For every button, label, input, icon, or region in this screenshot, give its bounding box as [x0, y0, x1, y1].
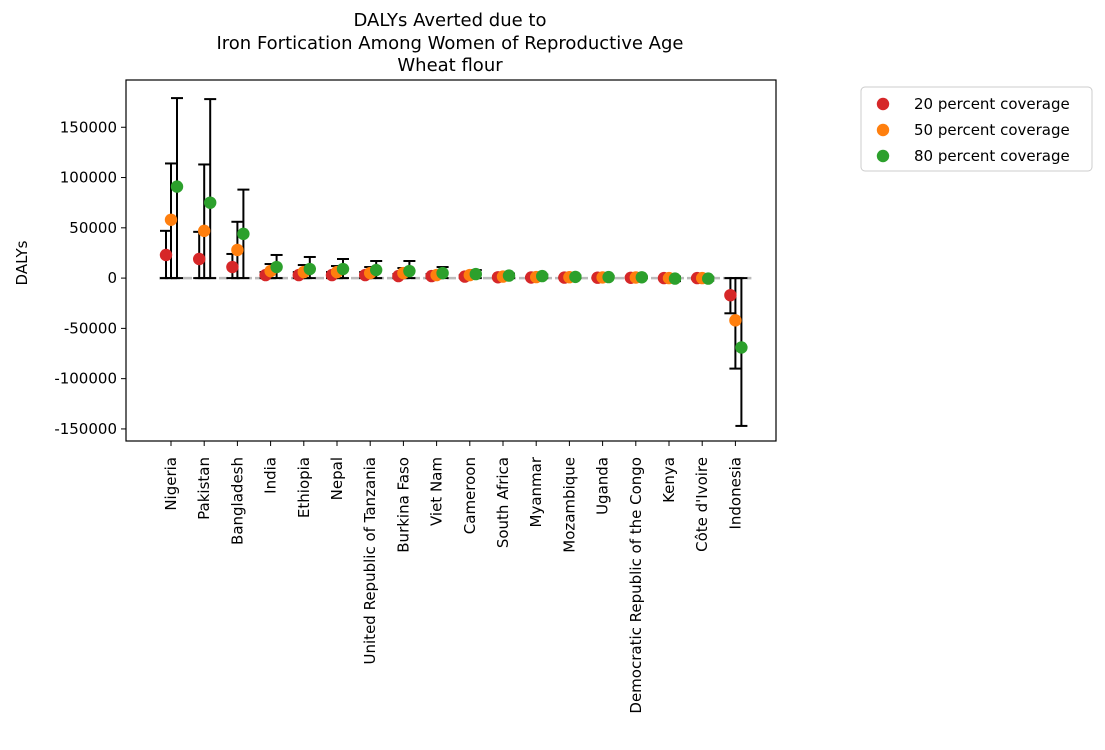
data-point [536, 269, 549, 283]
x-tick-label: Kenya [660, 457, 678, 503]
data-point [237, 227, 250, 241]
x-tick-label: Indonesia [726, 457, 744, 530]
data-point [602, 270, 615, 284]
legend-box [860, 86, 1093, 172]
data-point [226, 260, 239, 274]
x-axis-ticks: Nigeria Pakistan Bangladesh India Ethiopia Ne… [162, 441, 744, 714]
x-tick-label: Pakistan [195, 457, 213, 520]
data-point [724, 288, 737, 302]
data-point [336, 262, 350, 276]
data-point [702, 272, 715, 285]
x-tick-label: Democratic Republic of the Congo [627, 457, 645, 714]
plot-area [159, 97, 752, 427]
data-point [303, 262, 316, 276]
y-tick-label: -150000 [54, 420, 117, 438]
legend-label: 80 percent coverage [914, 147, 1070, 165]
data-point [170, 180, 184, 193]
chart-title-line-3: Wheat flour [397, 55, 503, 76]
y-tick-label: 100000 [60, 169, 117, 187]
x-tick-label: South Africa [494, 457, 512, 548]
y-tick-label: -100000 [54, 370, 117, 388]
data-point [204, 196, 217, 209]
data-point [502, 269, 516, 282]
x-tick-label: Côte d'Ivoire [693, 457, 711, 552]
legend-label: 50 percent coverage [914, 121, 1070, 139]
x-tick-label: Ethiopia [295, 457, 313, 518]
data-point [469, 267, 482, 281]
data-point [159, 248, 173, 262]
x-tick-label: Nepal [328, 457, 346, 500]
error-bar [204, 98, 217, 280]
x-tick-label: Cameroon [461, 457, 479, 534]
chart-title: DALYs Averted due to Iron Fortication Am… [216, 10, 683, 76]
data-point [231, 243, 244, 257]
y-tick-label: -50000 [64, 319, 117, 337]
y-tick-label: 0 [107, 269, 117, 287]
data-point [635, 271, 648, 284]
x-tick-label: Nigeria [162, 457, 180, 511]
data-point [668, 272, 682, 285]
legend-marker [876, 149, 890, 163]
x-tick-label: Uganda [594, 457, 612, 515]
x-tick-label: Mozambique [560, 457, 578, 553]
x-tick-label: Myanmar [527, 456, 545, 527]
x-tick-label: India [262, 457, 280, 494]
data-point [569, 270, 582, 284]
chart-title-line-2: Iron Fortication Among Women of Reproduc… [216, 33, 683, 54]
data-point [198, 224, 211, 238]
data-point [403, 264, 416, 278]
x-tick-label: United Republic of Tanzania [361, 457, 379, 664]
legend-label: 20 percent coverage [914, 95, 1070, 113]
data-point [735, 341, 748, 354]
legend-marker [876, 123, 890, 137]
chart-title-line-1: DALYs Averted due to [354, 10, 547, 31]
data-point [164, 213, 178, 226]
data-point [729, 314, 742, 327]
x-tick-label: Viet Nam [428, 457, 446, 526]
legend: 20 percent coverage 50 percent coverage 80… [860, 86, 1093, 172]
data-point [193, 252, 206, 266]
y-axis-label: DALYs [13, 240, 31, 285]
y-axis-ticks: -150000 -100000 -50000 0 50000 100000 150000 [54, 118, 126, 438]
axes-frame [125, 79, 777, 442]
x-tick-label: Burkina Faso [394, 457, 412, 553]
y-tick-label: 150000 [60, 118, 117, 136]
data-point [370, 263, 383, 277]
y-tick-label: 50000 [69, 219, 117, 237]
data-point [270, 260, 283, 274]
data-point [436, 266, 449, 280]
x-tick-label: Bangladesh [228, 457, 246, 545]
legend-marker [876, 97, 890, 111]
